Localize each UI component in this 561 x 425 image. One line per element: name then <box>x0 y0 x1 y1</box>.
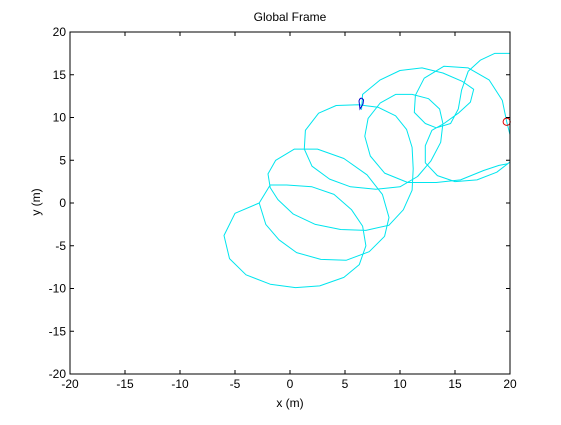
trajectory-line-1 <box>223 93 508 289</box>
x-tick-label: 0 <box>287 377 294 391</box>
y-tick-label: -10 <box>49 282 67 296</box>
trajectory-line-2 <box>361 52 511 183</box>
y-tick-label: 15 <box>53 68 67 82</box>
trajectory-group <box>223 52 511 289</box>
x-tick-label: 15 <box>448 377 462 391</box>
y-tick-label: -5 <box>55 239 66 253</box>
y-tick-label: 5 <box>59 153 66 167</box>
x-tick-label: -5 <box>230 377 241 391</box>
x-tick-label: -10 <box>171 377 189 391</box>
x-tick-label: -20 <box>61 377 79 391</box>
x-tick-label: -15 <box>116 377 134 391</box>
x-axis-label: x (m) <box>276 396 303 410</box>
y-axis-ticks: -20 -15 -10 -5 0 5 10 15 20 <box>49 25 510 381</box>
y-tick-label: 0 <box>59 196 66 210</box>
plot-area-frame <box>69 31 511 375</box>
x-tick-label: 10 <box>393 377 407 391</box>
x-axis-ticks: -20 -15 -10 -5 0 5 10 15 20 <box>61 32 517 391</box>
vehicle-marker <box>358 97 365 111</box>
y-tick-label: -20 <box>49 367 67 381</box>
y-tick-label: 20 <box>53 25 67 39</box>
x-tick-label: 5 <box>342 377 349 391</box>
y-tick-label: -15 <box>49 324 67 338</box>
chart-title: Global Frame <box>254 10 327 24</box>
y-tick-label: 10 <box>53 111 67 125</box>
y-axis-label: y (m) <box>29 188 43 215</box>
x-tick-label: 20 <box>503 377 517 391</box>
